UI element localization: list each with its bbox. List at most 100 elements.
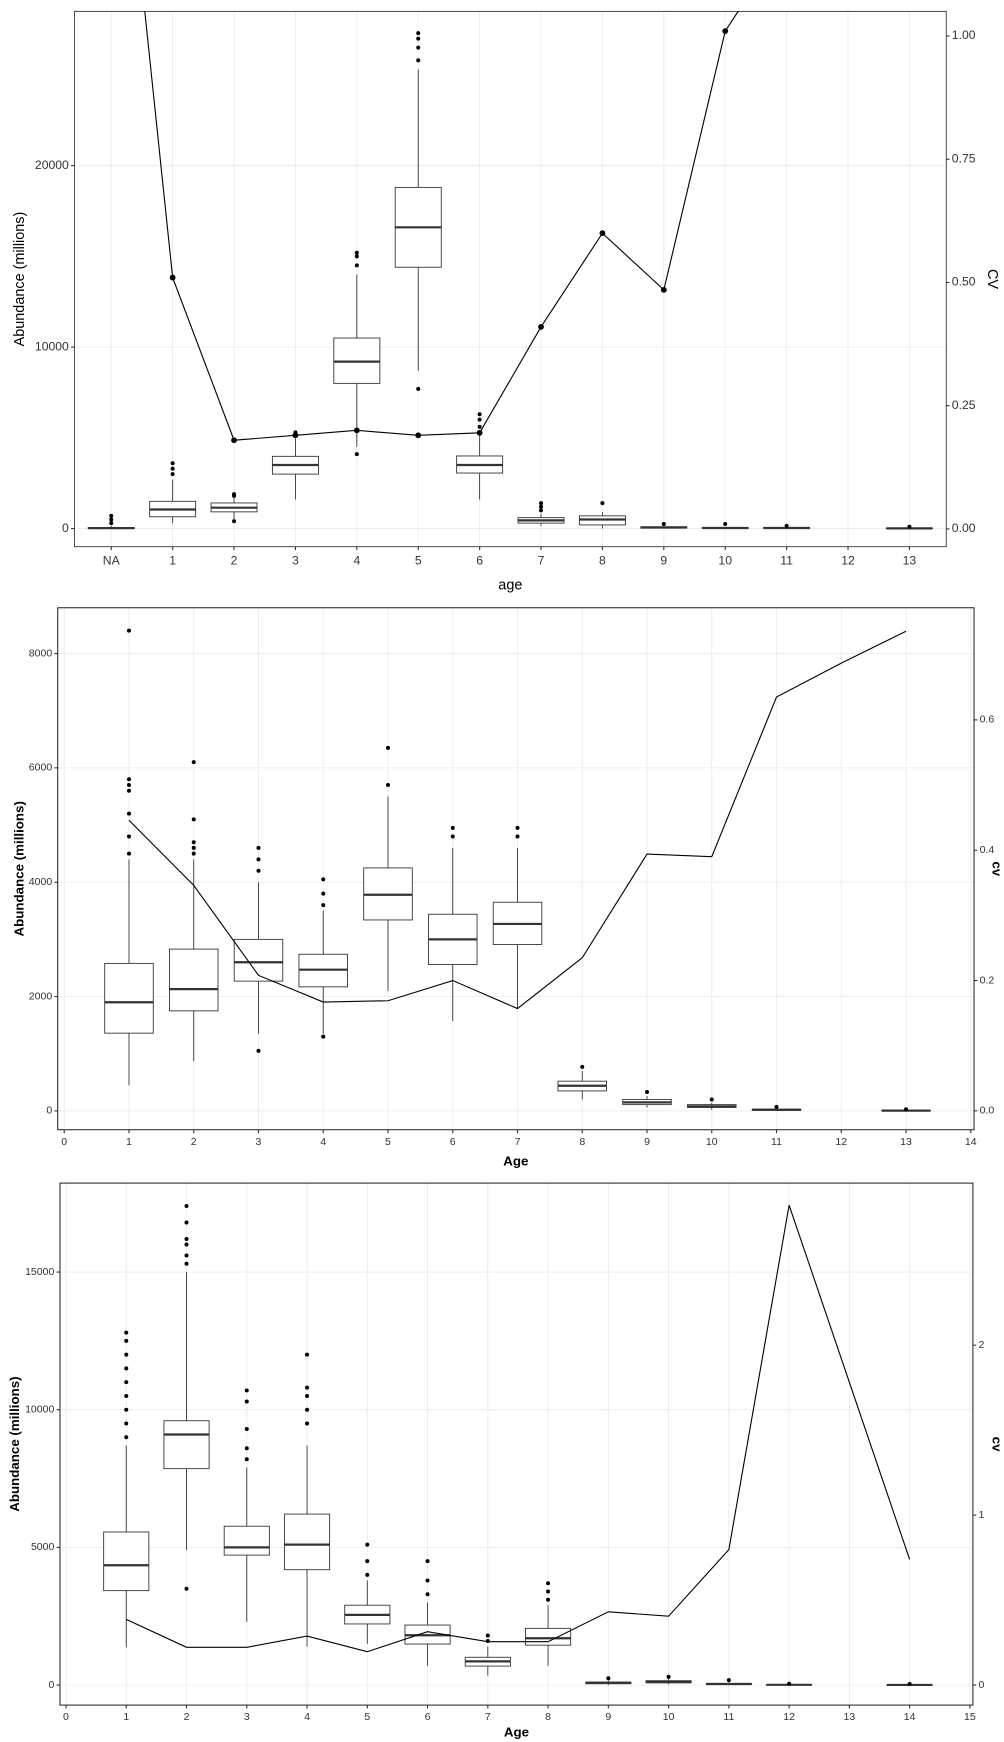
outlier	[305, 1393, 310, 1398]
cv-line	[144, 11, 739, 441]
cv-point	[231, 437, 237, 444]
x-tick-label: 14	[965, 1136, 977, 1148]
x-tick-label: 7	[485, 1711, 491, 1723]
outlier	[784, 523, 789, 528]
outlier	[244, 1457, 249, 1462]
outlier	[450, 825, 455, 830]
outlier	[305, 1352, 310, 1357]
cv-point	[722, 28, 729, 34]
x-tick-label: 1	[123, 1711, 129, 1723]
outlier	[184, 1261, 189, 1266]
x-tick-label: 14	[904, 1711, 916, 1723]
cv-point	[353, 427, 360, 434]
outlier	[244, 1426, 249, 1431]
x-tick-label: 12	[835, 1136, 847, 1148]
cv-point	[476, 429, 483, 436]
outlier	[109, 517, 114, 522]
outlier	[191, 817, 196, 822]
outlier	[365, 1572, 370, 1577]
x-tick-label: 6	[425, 1711, 431, 1723]
outlier	[539, 504, 544, 509]
outlier	[385, 783, 390, 788]
outlier	[515, 825, 520, 830]
x-tick-label: 9	[644, 1136, 650, 1148]
y2-tick-label: 0.2	[980, 974, 995, 986]
x-tick-label: 9	[605, 1711, 611, 1723]
box	[233, 938, 284, 982]
x-tick-label: 6	[450, 1136, 456, 1148]
box	[163, 1420, 210, 1470]
y2-tick-label: 0.4	[980, 844, 995, 856]
x-tick-label: 11	[723, 1711, 734, 1723]
x-tick-label: 10	[663, 1711, 675, 1723]
box	[104, 962, 154, 1034]
x-tick-label: 7	[515, 1136, 521, 1148]
outlier	[661, 522, 666, 527]
outlier	[184, 1242, 189, 1247]
outlier	[256, 845, 261, 850]
outlier	[184, 1203, 189, 1208]
cv-line	[126, 1204, 911, 1653]
outlier	[416, 386, 421, 391]
outlier	[124, 1330, 129, 1335]
outlier	[354, 452, 359, 457]
outlier	[256, 857, 261, 862]
y-tick-label: 20000	[35, 158, 69, 172]
panel-frame	[73, 10, 947, 548]
y2-axis-title: cv	[990, 1437, 1004, 1452]
panel-frame	[57, 607, 975, 1131]
outlier	[124, 1366, 129, 1371]
outlier	[256, 868, 261, 873]
outlier	[904, 1107, 909, 1112]
panel-frame	[59, 1182, 974, 1706]
x-tick-label: 4	[304, 1711, 310, 1723]
outlier	[600, 501, 605, 506]
x-tick-label: 11	[771, 1136, 782, 1148]
y2-tick-label: 0.75	[952, 151, 976, 165]
outlier	[124, 1352, 129, 1357]
outlier	[450, 834, 455, 839]
outlier	[170, 461, 175, 466]
outlier	[124, 1421, 129, 1426]
outlier	[126, 783, 131, 788]
x-tick-label: 1	[126, 1136, 132, 1148]
x-tick-label: NA	[103, 553, 121, 567]
x-axis-title: Age	[503, 1153, 528, 1168]
box	[223, 1525, 270, 1556]
outlier	[416, 58, 421, 63]
outlier	[124, 1407, 129, 1412]
box	[103, 1531, 150, 1592]
y-tick-label: 8000	[29, 647, 53, 659]
outlier	[184, 1253, 189, 1258]
y2-axis-title: CV	[984, 269, 1000, 289]
cv-line	[128, 630, 907, 1010]
outlier	[546, 1597, 551, 1602]
outlier	[321, 891, 326, 896]
cv-point	[292, 432, 299, 439]
plot-area	[104, 628, 931, 1112]
x-tick-label: 5	[364, 1711, 370, 1723]
x-axis-title: age	[498, 577, 522, 593]
plot-area	[103, 1203, 933, 1687]
outlier	[321, 1034, 326, 1039]
y2-axis-title: cv	[990, 861, 1004, 876]
x-tick-label: 0	[61, 1136, 67, 1148]
outlier	[726, 1678, 731, 1683]
outlier	[477, 412, 482, 417]
outlier	[191, 840, 196, 845]
x-tick-label: 7	[538, 553, 545, 567]
outlier	[425, 1578, 430, 1583]
outlier	[774, 1104, 779, 1109]
x-tick-label: 4	[353, 553, 360, 567]
outlier	[109, 513, 114, 518]
outlier	[232, 492, 237, 497]
outlier	[191, 760, 196, 765]
outlier	[124, 1380, 129, 1385]
y-axis-title: Abundance (millions)	[12, 801, 27, 936]
y-tick-label: 4000	[29, 876, 53, 888]
outlier	[244, 1446, 249, 1451]
x-tick-label: 0	[63, 1711, 69, 1723]
y-tick-label: 6000	[29, 762, 53, 774]
outlier	[666, 1674, 671, 1679]
x-tick-label: 15	[964, 1711, 976, 1723]
